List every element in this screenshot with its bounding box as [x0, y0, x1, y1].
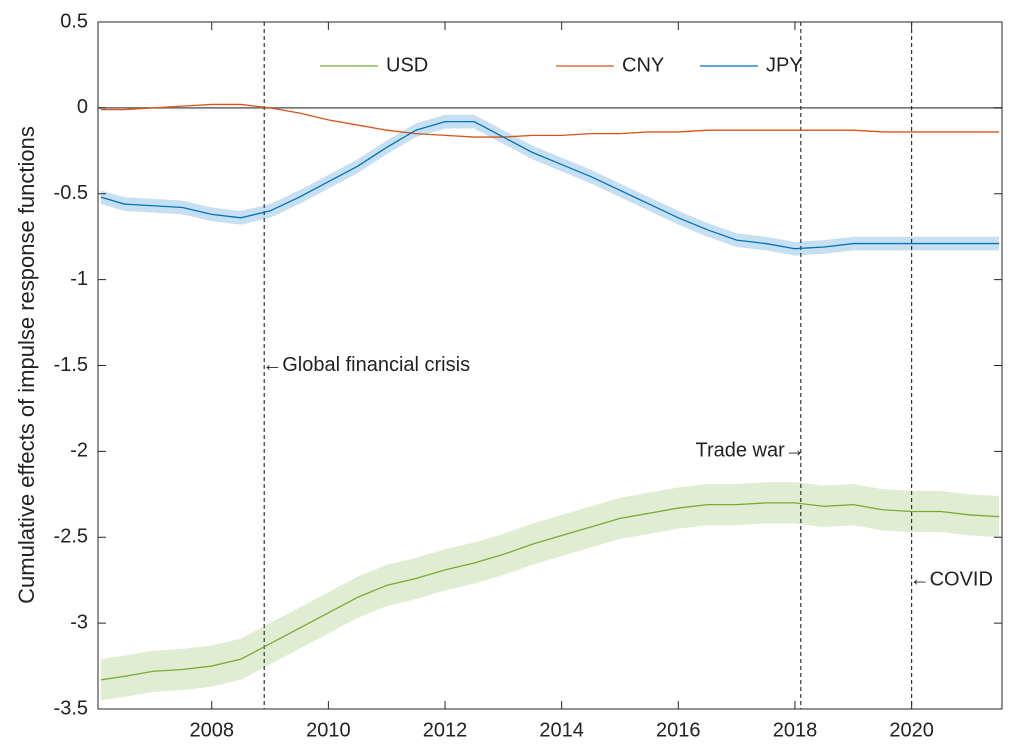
legend-label: JPY — [766, 54, 803, 76]
y-tick-label: -1 — [70, 268, 88, 290]
y-tick-label: -1.5 — [54, 354, 88, 376]
y-tick-label: 0.5 — [60, 10, 88, 32]
x-tick-label: 2014 — [539, 719, 584, 741]
y-tick-label: -2.5 — [54, 526, 88, 548]
y-tick-label: -2 — [70, 440, 88, 462]
y-tick-label: -3 — [70, 611, 88, 633]
x-tick-label: 2008 — [189, 719, 234, 741]
series-line — [100, 502, 1000, 681]
annotation: ←COVID — [910, 568, 993, 590]
y-axis-label: Cumulative effects of impulse response f… — [14, 126, 39, 604]
x-tick-label: 2010 — [306, 719, 351, 741]
x-tick-label: 2018 — [773, 719, 818, 741]
x-tick-label: 2020 — [889, 719, 934, 741]
x-tick-label: 2012 — [423, 719, 468, 741]
y-tick-label: -3.5 — [54, 697, 88, 719]
legend-label: USD — [386, 54, 428, 76]
series-line — [100, 120, 1000, 250]
confidence-band — [100, 482, 1000, 701]
legend-label: CNY — [622, 54, 664, 76]
annotation: Trade war→ — [695, 440, 804, 462]
annotation: ←Global financial crisis — [262, 354, 470, 376]
y-tick-label: -0.5 — [54, 182, 88, 204]
x-tick-label: 2016 — [656, 719, 701, 741]
confidence-band — [100, 114, 1000, 256]
series-line — [100, 103, 1000, 138]
y-tick-label: 0 — [77, 96, 88, 118]
